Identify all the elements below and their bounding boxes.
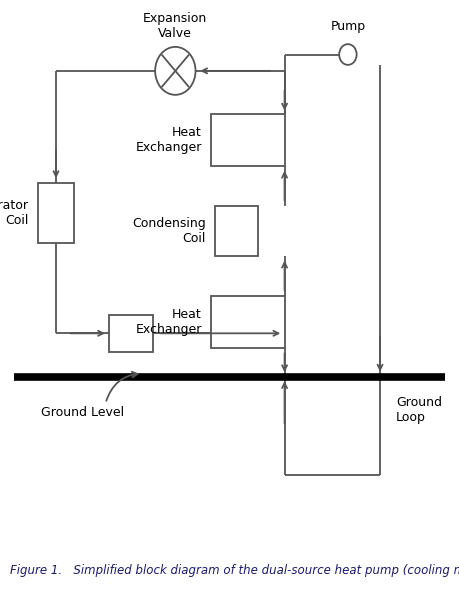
FancyBboxPatch shape: [211, 114, 285, 167]
Text: Expansion
Valve: Expansion Valve: [143, 12, 207, 40]
Text: Heat
Exchanger: Heat Exchanger: [135, 308, 202, 336]
Text: Evaporator
Coil: Evaporator Coil: [0, 199, 28, 226]
FancyBboxPatch shape: [211, 296, 285, 348]
Text: Condensing
Coil: Condensing Coil: [132, 217, 206, 245]
FancyBboxPatch shape: [215, 206, 258, 256]
Text: Pump: Pump: [330, 20, 365, 33]
Text: Heat
Exchanger: Heat Exchanger: [135, 126, 202, 155]
FancyBboxPatch shape: [109, 315, 153, 352]
Circle shape: [155, 47, 196, 95]
Text: Figure 1.   Simplified block diagram of the dual-source heat pump (cooling mode : Figure 1. Simplified block diagram of th…: [10, 564, 459, 577]
Circle shape: [339, 44, 357, 65]
FancyBboxPatch shape: [38, 183, 74, 243]
Text: Ground Level: Ground Level: [41, 406, 124, 419]
Text: Ground
Loop: Ground Loop: [396, 396, 442, 424]
